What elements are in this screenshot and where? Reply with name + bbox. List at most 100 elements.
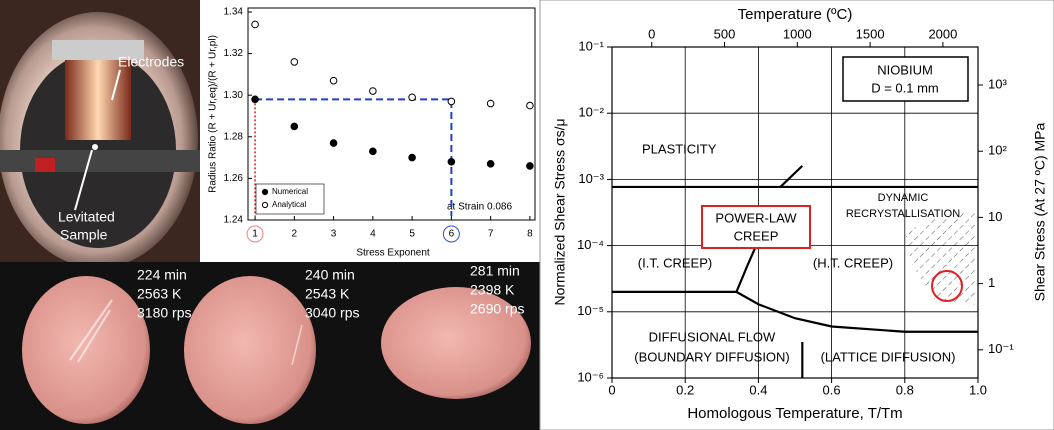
x-tick-label: 1.0 (969, 382, 987, 397)
photo-label: 3180 rps (137, 305, 191, 321)
y-tick-label: 1.32 (224, 48, 244, 59)
photo-label: 281 min (470, 263, 520, 279)
point (251, 95, 259, 104)
point (526, 101, 534, 110)
point (486, 160, 495, 168)
annotation: D = 0.1 mm (871, 80, 939, 95)
x-tick-label: 3 (331, 229, 337, 240)
y-tick-label: 1.34 (224, 7, 244, 18)
plot-frame (611, 46, 979, 379)
annotation: CREEP (734, 228, 779, 243)
x-tick-label: 4 (370, 229, 376, 240)
point (447, 97, 456, 106)
y-tick-label: 10⁻⁶ (577, 369, 604, 384)
x2-tick-label: 1000 (783, 26, 812, 41)
annotation: NIOBIUM (877, 62, 933, 77)
x-tick-label: 0.4 (749, 382, 767, 397)
legend-label: Analytical (272, 200, 306, 209)
highlight-circle (931, 270, 963, 302)
legend-marker (261, 201, 269, 209)
x2-tick-label: 2000 (928, 26, 957, 41)
photo-label: 2690 rps (470, 301, 524, 317)
photo-label: Electrodes (118, 54, 184, 70)
y-tick-label: 10⁻⁴ (577, 237, 604, 252)
y-tick-label: 1.24 (224, 215, 244, 226)
photo-label: 240 min (305, 267, 355, 283)
point (369, 147, 377, 156)
deformation-map: Homologous Temperature, T/Tm Temperature… (539, 0, 1054, 430)
y-tick-label: 10⁻³ (578, 171, 604, 186)
x-tick-label: 2 (292, 229, 298, 240)
point (408, 153, 416, 162)
x-axis-title: Homologous Temperature, T/Tm (687, 405, 902, 422)
x2-tick-label: 500 (714, 26, 736, 41)
x-tick-label: 1 (252, 229, 258, 240)
x-tick-label: 8 (527, 229, 533, 240)
plot-frame (247, 7, 536, 221)
annotation: PLASTICITY (642, 141, 717, 156)
y2-axis-title: Shear Stress (At 27 ºC) MPa (1032, 122, 1048, 301)
y-tick-label: 1.30 (224, 90, 244, 101)
hatched-region (905, 212, 976, 305)
photo-label: 2398 K (470, 282, 515, 298)
y-tick-label: 10⁻⁵ (577, 303, 604, 318)
y-tick-label: 1.26 (224, 173, 244, 184)
annotation: at Strain 0.086 (447, 202, 512, 213)
field-boundary (779, 165, 804, 188)
scatter-chart: Stress Exponent Radius Ratio (R + Ur,eq)… (200, 0, 540, 262)
annotation: DYNAMIC (878, 192, 929, 204)
point (251, 20, 259, 29)
annotation: RECRYSTALLISATION (846, 208, 960, 220)
x-tick-label: 0.8 (896, 382, 914, 397)
photo-label: Sample (60, 227, 108, 243)
annotation: (LATTICE DIFFUSION) (821, 349, 956, 364)
y-tick-label: 10⁻¹ (578, 38, 604, 53)
y2-tick-label: 10³ (988, 76, 1007, 91)
annotation: (H.T. CREEP) (813, 255, 893, 270)
x2-tick-label: 0 (648, 26, 655, 41)
annotation: (I.T. CREEP) (638, 255, 712, 270)
photo-label: 2563 K (137, 286, 182, 302)
y-tick-label: 1.28 (224, 131, 244, 142)
annotation: DIFFUSIONAL FLOW (649, 329, 776, 344)
point (526, 162, 534, 170)
y2-tick-label: 10⁻¹ (988, 341, 1014, 356)
x-tick-label: 7 (488, 229, 494, 240)
x2-tick-label: 1500 (856, 26, 885, 41)
label-box (842, 56, 969, 102)
point (290, 122, 299, 131)
y2-tick-label: 10² (988, 143, 1007, 158)
photo-label: Levitated (58, 209, 115, 225)
tick-highlight (246, 225, 264, 243)
photo-label: 2543 K (305, 286, 350, 302)
point (486, 99, 495, 108)
tick-highlight (442, 225, 460, 243)
x-tick-label: 6 (449, 229, 455, 240)
point (329, 139, 338, 147)
point (369, 87, 377, 95)
x-tick-label: 0.6 (823, 382, 841, 397)
legend-label: Numerical (272, 187, 308, 196)
y-axis-title: Normalized Shear Stress σs/μ (552, 118, 568, 305)
samples-photo: 224 min 2563 K 3180 rps 240 min 2543 K 3… (0, 262, 540, 430)
x-tick-label: 5 (409, 229, 415, 240)
apparatus-photo: Electrodes Levitated Sample (0, 0, 200, 268)
y-axis-title: Radius Ratio (R + Ur,eq)/(R + Ur,pl) (208, 35, 219, 193)
y-tick-label: 10⁻² (578, 105, 604, 120)
legend-box (255, 183, 325, 215)
x2-axis-title: Temperature (ºC) (738, 6, 853, 23)
y2-tick-label: 10 (988, 209, 1002, 224)
x-tick-label: 0 (608, 382, 615, 397)
point (447, 157, 456, 166)
label-box (701, 205, 811, 249)
point (290, 58, 299, 66)
photo-label: 224 min (137, 267, 187, 283)
y2-tick-label: 1 (988, 275, 995, 290)
x-tick-label: 0.2 (676, 382, 694, 397)
photo-label: 3040 rps (305, 305, 359, 321)
point (329, 76, 338, 85)
annotation: POWER-LAW (715, 210, 797, 225)
legend-marker (261, 188, 269, 196)
field-boundary (735, 290, 978, 333)
